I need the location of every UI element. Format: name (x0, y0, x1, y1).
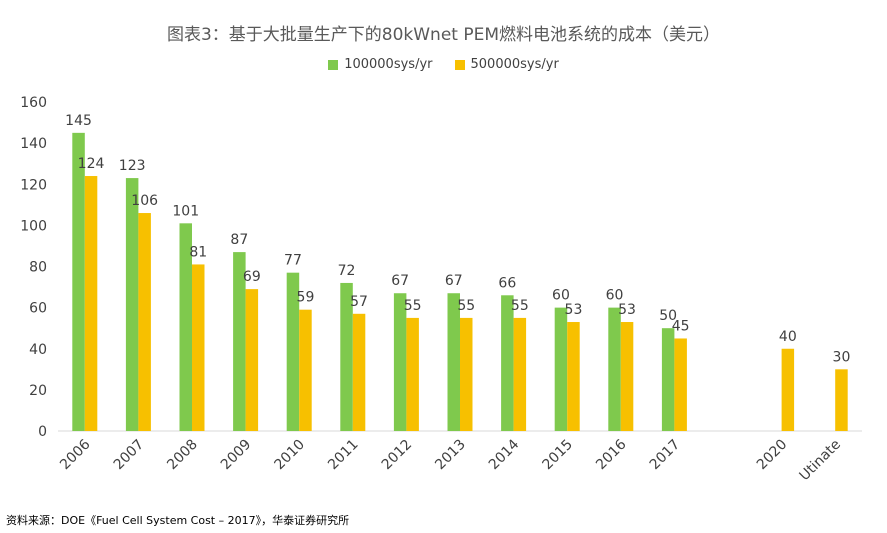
data-label: 81 (189, 244, 207, 260)
data-label: 53 (618, 302, 636, 318)
data-label: 67 (391, 273, 409, 289)
legend-item-series-2: 500000sys/yr (454, 57, 559, 72)
data-label: 45 (672, 318, 690, 334)
data-label: 59 (297, 290, 315, 306)
x-tick-label: 2009 (218, 437, 255, 474)
bar-series-1 (393, 293, 407, 431)
chart-title: 图表3：基于大批量生产下的80kWnet PEM燃料电池系统的成本（美元） (166, 25, 721, 45)
bar-series-1 (125, 178, 139, 431)
bar-series-2 (567, 322, 580, 431)
data-label: 53 (565, 302, 583, 318)
data-label: 123 (119, 158, 146, 174)
bar-series-2 (84, 176, 98, 431)
y-tick-label: 120 (20, 177, 47, 193)
data-label: 60 (606, 288, 624, 304)
data-label: 57 (350, 294, 368, 310)
bar-series-2 (245, 289, 259, 431)
data-label: 77 (284, 253, 302, 269)
legend-swatch-series-1 (328, 59, 339, 70)
bar-series-2 (406, 317, 419, 431)
x-tick-label: 2017 (647, 437, 684, 474)
bar-series-1 (233, 252, 246, 431)
data-label: 106 (131, 193, 158, 209)
bar-series-1 (72, 132, 85, 431)
bar-series-1 (447, 293, 460, 431)
data-label: 124 (78, 156, 105, 172)
legend-swatch-series-2 (454, 59, 465, 70)
data-label: 145 (65, 113, 92, 129)
data-label: 55 (404, 298, 422, 314)
data-label: 60 (552, 288, 570, 304)
bar-series-1 (501, 295, 514, 431)
bar-series-2 (781, 348, 795, 431)
bar-series-2 (299, 309, 312, 431)
y-tick-label: 100 (20, 218, 47, 234)
bar-series-2 (620, 322, 634, 431)
x-tick-label: 2015 (540, 437, 577, 474)
y-tick-label: 80 (29, 260, 47, 276)
bar-series-2 (513, 317, 527, 431)
bar-series-1 (286, 272, 300, 431)
y-tick-label: 40 (29, 342, 47, 358)
x-tick-label: 2006 (57, 436, 94, 473)
bar-series-1 (661, 328, 675, 431)
legend-label-series-2: 500000sys/yr (470, 57, 559, 72)
bar-series-1 (179, 223, 192, 431)
bar-series-2 (138, 213, 151, 431)
x-tick-label: 2007 (111, 437, 148, 474)
y-tick-label: 140 (20, 136, 47, 152)
x-tick-label: 2011 (325, 437, 362, 474)
y-tick-label: 60 (29, 301, 47, 317)
legend-label-series-1: 100000sys/yr (344, 57, 433, 72)
data-label: 66 (498, 275, 516, 291)
bar-series-1 (608, 307, 621, 431)
data-label: 101 (172, 203, 199, 219)
data-label: 69 (243, 269, 261, 285)
source-note: 资料来源：DOE《Fuel Cell System Cost – 2017》，华… (6, 514, 350, 527)
data-label: 55 (457, 298, 475, 314)
bar-series-2 (460, 317, 473, 431)
legend-item-series-1: 100000sys/yr (328, 57, 433, 72)
data-label: 55 (511, 298, 529, 314)
x-tick-label: 2010 (272, 437, 309, 474)
bar-series-2 (674, 338, 687, 431)
bar-series-2 (835, 369, 848, 431)
data-label: 30 (833, 349, 851, 365)
x-tick-label: 2020 (754, 437, 791, 474)
x-tick-label: Utinate (797, 437, 845, 485)
x-tick-label: 2013 (432, 437, 469, 474)
legend: 100000sys/yr 500000sys/yr (0, 57, 887, 72)
data-label: 40 (779, 329, 797, 345)
bar-series-1 (554, 307, 568, 431)
data-label: 87 (230, 232, 248, 248)
x-tick-label: 2008 (164, 437, 201, 474)
x-tick-label: 2014 (486, 436, 523, 473)
y-tick-label: 160 (20, 95, 47, 111)
y-tick-label: 20 (29, 383, 47, 399)
data-label: 50 (659, 308, 677, 324)
data-label: 67 (445, 273, 463, 289)
x-tick-label: 2016 (593, 436, 630, 473)
bar-series-2 (352, 313, 366, 431)
y-tick-label: 0 (38, 424, 47, 440)
x-tick-label: 2012 (379, 437, 416, 474)
bar-series-1 (340, 282, 353, 431)
data-label: 72 (338, 263, 356, 279)
bar-series-2 (192, 264, 205, 431)
